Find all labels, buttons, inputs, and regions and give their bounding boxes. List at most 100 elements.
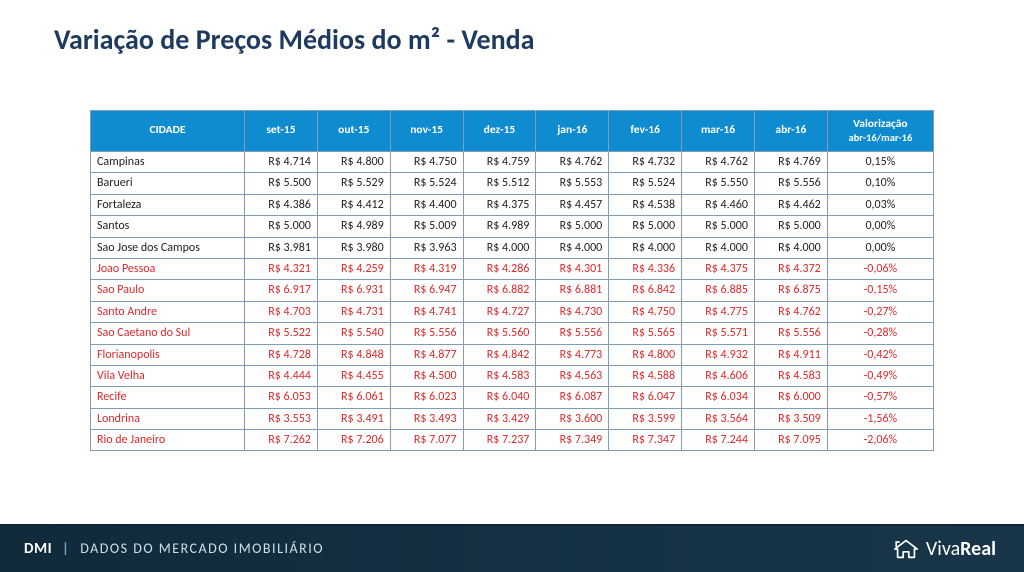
brand-text: VivaReal xyxy=(926,537,996,561)
cell-pct: 0,15% xyxy=(827,152,933,173)
cell-value: R$ 5.524 xyxy=(609,173,682,194)
table-body: CampinasR$ 4.714R$ 4.800R$ 4.750R$ 4.759… xyxy=(91,152,934,451)
cell-value: R$ 3.981 xyxy=(245,237,318,258)
cell-value: R$ 5.571 xyxy=(682,323,755,344)
house-icon xyxy=(892,538,920,560)
cell-value: R$ 3.963 xyxy=(390,237,463,258)
cell-value: R$ 4.444 xyxy=(245,365,318,386)
cell-value: R$ 4.762 xyxy=(536,152,609,173)
cell-value: R$ 4.911 xyxy=(754,344,827,365)
cell-city: Santos xyxy=(91,216,245,237)
cell-value: R$ 4.400 xyxy=(390,194,463,215)
cell-value: R$ 4.372 xyxy=(754,258,827,279)
cell-value: R$ 4.538 xyxy=(609,194,682,215)
cell-value: R$ 6.034 xyxy=(682,387,755,408)
table-row: RecifeR$ 6.053R$ 6.061R$ 6.023R$ 6.040R$… xyxy=(91,387,934,408)
footer-tagline: DADOS DO MERCADO IMOBILIÁRIO xyxy=(80,540,324,557)
cell-value: R$ 5.000 xyxy=(609,216,682,237)
cell-value: R$ 4.989 xyxy=(317,216,390,237)
table-row: Sao Jose dos CamposR$ 3.981R$ 3.980R$ 3.… xyxy=(91,237,934,258)
table-row: FortalezaR$ 4.386R$ 4.412R$ 4.400R$ 4.37… xyxy=(91,194,934,215)
col-pct: Valorização abr-16/mar-16 xyxy=(827,111,933,152)
cell-value: R$ 4.000 xyxy=(682,237,755,258)
cell-value: R$ 4.455 xyxy=(317,365,390,386)
cell-value: R$ 6.875 xyxy=(754,280,827,301)
cell-city: Florianopolis xyxy=(91,344,245,365)
cell-value: R$ 4.606 xyxy=(682,365,755,386)
cell-pct: 0,03% xyxy=(827,194,933,215)
cell-value: R$ 3.599 xyxy=(609,408,682,429)
cell-pct: 0,10% xyxy=(827,173,933,194)
cell-value: R$ 3.429 xyxy=(463,408,536,429)
cell-value: R$ 3.980 xyxy=(317,237,390,258)
cell-value: R$ 4.750 xyxy=(390,152,463,173)
cell-value: R$ 6.087 xyxy=(536,387,609,408)
col-nov15: nov-15 xyxy=(390,111,463,152)
cell-value: R$ 6.931 xyxy=(317,280,390,301)
table-row: FlorianopolisR$ 4.728R$ 4.848R$ 4.877R$ … xyxy=(91,344,934,365)
table-row: Santo AndreR$ 4.703R$ 4.731R$ 4.741R$ 4.… xyxy=(91,301,934,322)
col-fev16: fev-16 xyxy=(609,111,682,152)
cell-pct: -0,49% xyxy=(827,365,933,386)
col-out15: out-15 xyxy=(317,111,390,152)
cell-value: R$ 7.237 xyxy=(463,430,536,451)
footer-separator: | xyxy=(62,540,70,557)
cell-value: R$ 5.556 xyxy=(754,323,827,344)
cell-value: R$ 4.769 xyxy=(754,152,827,173)
cell-value: R$ 7.206 xyxy=(317,430,390,451)
cell-pct: -0,06% xyxy=(827,258,933,279)
col-pct-sublabel: abr-16/mar-16 xyxy=(834,132,927,145)
cell-value: R$ 5.500 xyxy=(245,173,318,194)
cell-city: Fortaleza xyxy=(91,194,245,215)
cell-value: R$ 5.560 xyxy=(463,323,536,344)
cell-value: R$ 4.286 xyxy=(463,258,536,279)
cell-city: Campinas xyxy=(91,152,245,173)
cell-value: R$ 6.053 xyxy=(245,387,318,408)
cell-city: Sao Caetano do Sul xyxy=(91,323,245,344)
cell-value: R$ 5.512 xyxy=(463,173,536,194)
cell-value: R$ 4.730 xyxy=(536,301,609,322)
cell-value: R$ 4.563 xyxy=(536,365,609,386)
cell-pct: 0,00% xyxy=(827,237,933,258)
table-row: Rio de JaneiroR$ 7.262R$ 7.206R$ 7.077R$… xyxy=(91,430,934,451)
table-row: BarueriR$ 5.500R$ 5.529R$ 5.524R$ 5.512R… xyxy=(91,173,934,194)
cell-value: R$ 4.375 xyxy=(463,194,536,215)
cell-value: R$ 5.009 xyxy=(390,216,463,237)
cell-city: Recife xyxy=(91,387,245,408)
cell-value: R$ 4.386 xyxy=(245,194,318,215)
table-row: CampinasR$ 4.714R$ 4.800R$ 4.750R$ 4.759… xyxy=(91,152,934,173)
cell-value: R$ 5.540 xyxy=(317,323,390,344)
cell-value: R$ 4.762 xyxy=(754,301,827,322)
cell-value: R$ 4.321 xyxy=(245,258,318,279)
col-abr16: abr-16 xyxy=(754,111,827,152)
cell-value: R$ 5.556 xyxy=(390,323,463,344)
cell-city: Sao Paulo xyxy=(91,280,245,301)
cell-value: R$ 4.728 xyxy=(245,344,318,365)
col-pct-label: Valorização xyxy=(853,117,907,131)
cell-city: Santo Andre xyxy=(91,301,245,322)
cell-value: R$ 4.877 xyxy=(390,344,463,365)
cell-value: R$ 4.583 xyxy=(463,365,536,386)
cell-value: R$ 5.565 xyxy=(609,323,682,344)
cell-value: R$ 6.000 xyxy=(754,387,827,408)
cell-pct: -0,15% xyxy=(827,280,933,301)
cell-value: R$ 3.509 xyxy=(754,408,827,429)
cell-value: R$ 4.800 xyxy=(609,344,682,365)
cell-value: R$ 4.500 xyxy=(390,365,463,386)
col-mar16: mar-16 xyxy=(682,111,755,152)
cell-value: R$ 5.000 xyxy=(536,216,609,237)
cell-value: R$ 4.762 xyxy=(682,152,755,173)
cell-city: Joao Pessoa xyxy=(91,258,245,279)
cell-value: R$ 4.775 xyxy=(682,301,755,322)
cell-value: R$ 6.023 xyxy=(390,387,463,408)
cell-value: R$ 5.000 xyxy=(682,216,755,237)
cell-pct: -0,28% xyxy=(827,323,933,344)
cell-value: R$ 5.556 xyxy=(536,323,609,344)
cell-value: R$ 4.932 xyxy=(682,344,755,365)
brand-viva: Viva xyxy=(926,537,960,561)
cell-city: Vila Velha xyxy=(91,365,245,386)
cell-value: R$ 4.773 xyxy=(536,344,609,365)
cell-value: R$ 7.349 xyxy=(536,430,609,451)
cell-value: R$ 4.588 xyxy=(609,365,682,386)
cell-value: R$ 5.000 xyxy=(754,216,827,237)
